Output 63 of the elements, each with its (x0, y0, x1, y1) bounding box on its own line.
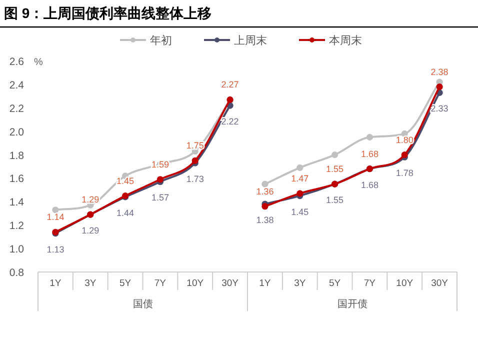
data-label: 1.80 (396, 134, 414, 145)
point (192, 157, 198, 164)
x-tick-label: 3Y (294, 278, 306, 289)
legend-label: 本周末 (329, 34, 362, 47)
y-tick-label: 1.8 (9, 150, 24, 162)
data-label: 1.59 (151, 159, 169, 170)
data-label: 1.45 (291, 206, 309, 217)
x-axis-title: 国债 (132, 299, 153, 310)
x-tick-label: 7Y (154, 278, 167, 289)
y-axis-title: % (34, 57, 43, 68)
data-label: 2.22 (221, 116, 239, 127)
data-label: 1.13 (46, 244, 64, 254)
y-tick-label: 1.6 (9, 173, 24, 186)
y-tick-label: 2.2 (9, 102, 24, 115)
point (401, 151, 408, 158)
y-tick-label: 2.0 (9, 126, 24, 138)
x-tick-label: 1Y (259, 278, 272, 289)
y-tick-label: 2.6 (9, 56, 24, 68)
y-tick-label: 1.0 (9, 244, 24, 256)
point (156, 176, 164, 183)
data-label: 1.57 (151, 192, 169, 203)
data-label: 1.36 (256, 186, 274, 196)
legend-label: 年初 (150, 34, 172, 47)
y-tick-label: 2.4 (9, 79, 24, 92)
data-label: 1.14 (46, 212, 64, 222)
point (262, 180, 268, 188)
data-label: 1.29 (82, 226, 100, 236)
x-tick-label: 10Y (186, 278, 204, 289)
data-label: 1.55 (326, 164, 344, 174)
data-label: 1.47 (291, 173, 309, 184)
y-tick-label: 0.8 (9, 267, 24, 279)
x-tick-label: 5Y (119, 278, 132, 289)
point (296, 190, 304, 197)
legend-label: 上周末 (234, 34, 267, 47)
data-label: 1.68 (360, 180, 378, 190)
data-label: 1.44 (116, 208, 134, 218)
x-tick-label: 5Y (328, 278, 342, 289)
point (436, 83, 443, 90)
point (331, 151, 338, 158)
y-tick-label: 1.4 (9, 196, 24, 209)
data-label: 1.73 (186, 174, 204, 184)
point (52, 206, 59, 214)
x-tick-label: 3Y (84, 278, 97, 289)
data-label: 1.38 (256, 215, 274, 226)
x-tick-label: 30Y (222, 278, 240, 289)
point (366, 134, 374, 140)
data-label: 1.29 (82, 194, 100, 205)
x-tick-label: 1Y (50, 278, 62, 289)
chart-title: 图 9：上周国债利率曲线整体上移 (4, 5, 212, 21)
point (262, 203, 268, 210)
x-axis-title: 国开债 (337, 299, 368, 310)
y-tick-label: 1.2 (9, 220, 24, 232)
data-label: 1.45 (116, 176, 134, 186)
data-label: 1.68 (360, 148, 378, 159)
point (296, 164, 304, 171)
data-label: 2.38 (430, 66, 448, 77)
x-tick-label: 10Y (396, 278, 414, 289)
data-label: 1.75 (186, 140, 204, 151)
data-label: 1.55 (326, 195, 344, 206)
x-tick-label: 7Y (364, 278, 376, 289)
x-tick-label: 30Y (431, 278, 449, 289)
data-label: 1.78 (396, 168, 414, 178)
data-label: 2.27 (221, 80, 239, 90)
